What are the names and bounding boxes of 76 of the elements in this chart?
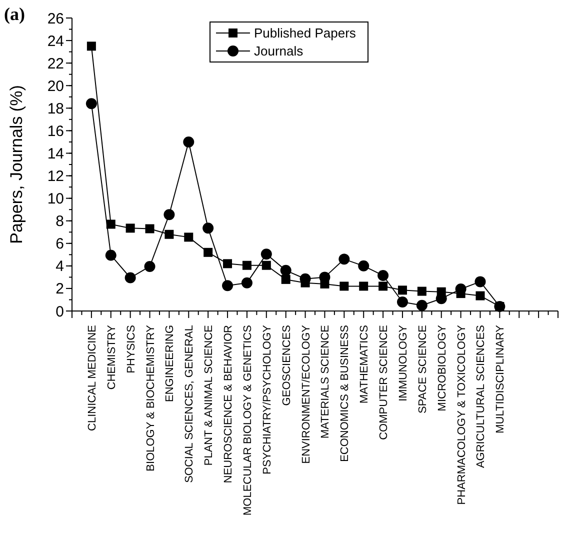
x-tick-label: ENGINEERING (164, 325, 176, 402)
point (320, 279, 330, 288)
chart-title: (a) (4, 4, 25, 24)
point (86, 42, 96, 51)
x-tick-label: NEUROSCIENCE & BEHAVIOR (222, 324, 235, 484)
point (474, 276, 486, 288)
y-tick-label: 0 (56, 303, 64, 320)
y-tick-label: 2 (56, 280, 64, 298)
x-tick-label: MOLECULAR BIOLOGY & GENETICS (242, 325, 254, 516)
point (184, 232, 194, 242)
y-tick-label: 16 (47, 122, 64, 140)
point (124, 272, 136, 284)
point (241, 277, 252, 288)
point (281, 274, 290, 284)
x-tick-label: SPACE SCIENCE (416, 325, 429, 414)
x-tick-label: PHARMACOLOGY & TOXICOLOGY (456, 324, 468, 505)
x-tick-label: PHYSICS (125, 325, 138, 374)
x-tick-label: COMPUTER SCIENCE (378, 325, 390, 440)
legend-label: Published Papers (254, 26, 356, 41)
point (260, 248, 272, 260)
point (126, 224, 135, 233)
y-tick-label: 26 (47, 10, 64, 28)
point (398, 286, 407, 295)
x-tick-label: MATHEMATICS (358, 325, 371, 404)
x-tick-label: ENVIRONMENT/ECOLOGY (300, 324, 312, 464)
point (183, 136, 194, 148)
x-tick-label: PSYCHIATRY/PSYCHOLOGY (261, 324, 274, 474)
point (436, 287, 446, 296)
x-tick-label: CHEMISTRY (106, 324, 118, 390)
point (417, 286, 426, 296)
y-tick-label: 12 (47, 168, 64, 186)
point (280, 264, 292, 276)
point (144, 260, 156, 272)
point (378, 282, 388, 291)
point (105, 250, 116, 261)
point (106, 220, 116, 229)
y-tick-label: 24 (47, 32, 64, 50)
x-tick-label: MICROBIOLOGY (436, 324, 448, 412)
point (204, 248, 213, 257)
point (416, 300, 428, 311)
x-tick-label: GEOSCIENCES (280, 325, 293, 406)
x-tick-label: SOCIAL SCIENCES, GENERAL (184, 325, 196, 483)
y-tick-label: 14 (47, 145, 64, 162)
point (378, 270, 389, 281)
point (145, 224, 154, 234)
point (223, 259, 232, 268)
y-tick-label: 8 (56, 213, 64, 230)
x-tick-label: ECONOMICS & BUSINESS (339, 325, 352, 462)
x-tick-label: CLINICAL MEDICINE (86, 325, 98, 431)
point (476, 291, 485, 300)
point (202, 222, 214, 234)
point (164, 209, 175, 220)
x-tick-label: PLANT & ANIMAL SCIENCE (203, 325, 216, 466)
y-tick-label: 22 (47, 55, 64, 72)
y-tick-label: 20 (47, 78, 64, 95)
point (86, 98, 97, 110)
point (262, 260, 271, 270)
x-tick-label: AGRICULTURAL SCIENCES (475, 325, 488, 468)
x-tick-label: MULTIDISCIPLINARY (494, 324, 507, 434)
y-tick-label: 4 (56, 258, 64, 276)
point (164, 230, 174, 239)
point (340, 282, 349, 291)
y-tick-label: 18 (47, 100, 64, 118)
y-tick-label: 6 (56, 236, 64, 253)
point (222, 280, 234, 292)
x-tick-label: MATERIALS SCIENCE (320, 325, 332, 438)
point (396, 296, 408, 308)
y-tick-label: 10 (47, 190, 64, 208)
point (359, 282, 368, 291)
legend-label: Journals (254, 44, 304, 59)
x-tick-label: BIOLOGY & BIOCHEMISTRY (144, 324, 157, 472)
x-tick-label: IMMUNOLOGY (397, 324, 410, 402)
point (242, 260, 252, 270)
point (358, 260, 370, 272)
point (338, 254, 350, 265)
y-axis-title: Papers, Journals (%) (7, 85, 26, 244)
